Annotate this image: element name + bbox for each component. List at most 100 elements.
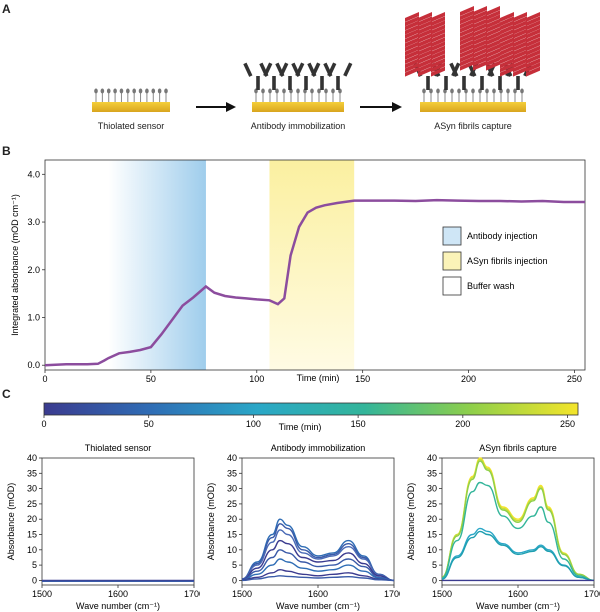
thiol-linker-icon [260, 88, 266, 103]
thiol-linker-icon [302, 88, 308, 103]
spectrum-chart-thiolated-sensor: Thiolated sensor 0 5 10 15 20 25 30 35 40 1500 1600… [6, 443, 200, 611]
thiol-linker-icon [449, 88, 455, 103]
chart-b-legend: Antibody injection ASyn fibrils injectio… [442, 226, 548, 296]
thiol-linker-icon [323, 88, 329, 103]
antibody-icon [259, 62, 289, 90]
thiol-linker-icon [484, 88, 490, 103]
thiol-linker-icon [435, 88, 441, 103]
spectrum-series-line [241, 518, 395, 582]
legend-label-antibody: Antibody injection [467, 231, 538, 241]
x-tick-label: 250 [567, 374, 582, 384]
spectrum-title: Antibody immobilization [271, 443, 366, 453]
antibody-icon [323, 62, 353, 90]
y-tick-label: 30 [427, 484, 437, 494]
y-tick-label: 35 [427, 468, 437, 478]
x-tick-label: 0 [42, 374, 47, 384]
spectrum-ylabel: Absorbance (mOD) [206, 483, 216, 561]
thiol-linker-icon [281, 88, 287, 103]
y-tick-label: 25 [27, 499, 37, 509]
panel-b-letter: B [2, 144, 11, 158]
thiol-linker-icon [337, 88, 343, 103]
y-tick-label: 2.0 [27, 265, 40, 275]
chart-b-xlabel: Time (min) [297, 373, 340, 383]
y-tick-label: 0 [32, 575, 37, 585]
y-tick-label: 10 [27, 545, 37, 555]
legend-swatch-antibody [442, 226, 462, 246]
y-tick-label: 15 [427, 530, 437, 540]
antibody-icon [275, 62, 305, 90]
thiol-linker-icon [93, 88, 99, 103]
x-tick-label: 1500 [432, 589, 452, 599]
thiol-linker-icon [442, 88, 448, 103]
colorbar-tick-label: 100 [246, 419, 261, 429]
integrated-absorbance-chart: 0 50 100 150 200 250 0.0 1.0 2.0 3.0 4.0 Integrate… [10, 159, 586, 384]
thiolated-sensor-illustration [92, 88, 170, 112]
y-tick-label: 30 [227, 484, 237, 494]
legend-label-asyn: ASyn fibrils injection [467, 256, 548, 266]
spectrum-series-line [441, 458, 595, 582]
spectrum-xlabel: Wave number (cm⁻¹) [276, 601, 360, 611]
arrow-1-icon [196, 102, 236, 112]
y-tick-label: 0.0 [27, 360, 40, 370]
y-tick-label: 20 [27, 514, 37, 524]
spectrum-ylabel: Absorbance (mOD) [406, 483, 416, 561]
panel-a-letter: A [2, 2, 11, 16]
thiol-linker-icon [505, 88, 511, 103]
thiol-linker-icon [330, 88, 336, 103]
thiol-linker-icon [309, 88, 315, 103]
thiol-linker-icon [421, 88, 427, 103]
spectrum-chart-antibody-immobilization: Antibody immobilization 0 5 10 15 20 25 30 35 40 1… [206, 443, 400, 611]
thiol-linker-icon [456, 88, 462, 103]
x-tick-label: 150 [355, 374, 370, 384]
colorbar-gradient [43, 402, 579, 416]
spectrum-ylabel: Absorbance (mOD) [6, 483, 16, 561]
thiol-linker-icon [163, 88, 169, 103]
y-tick-label: 40 [27, 453, 37, 463]
y-tick-label: 3.0 [27, 217, 40, 227]
x-tick-label: 100 [249, 374, 264, 384]
chart-b-frame [44, 159, 586, 371]
spectrum-frame [41, 457, 195, 586]
thiol-linker-icon [428, 88, 434, 103]
spectrum-series-line [241, 558, 395, 582]
x-tick-label: 1600 [108, 589, 128, 599]
thiol-linker-icon [470, 88, 476, 103]
x-tick-label: 1600 [308, 589, 328, 599]
thiol-linker-icon [274, 88, 280, 103]
y-tick-label: 15 [227, 530, 237, 540]
x-tick-label: 50 [146, 374, 156, 384]
spectrum-series-line [441, 460, 595, 582]
thiol-linker-icon [125, 88, 131, 103]
spectrum-chart-asyn-fibrils-capture: ASyn fibrils capture 0 5 10 15 20 25 30 35 40 1500… [406, 443, 600, 611]
thiol-linker-icon [144, 88, 150, 103]
y-tick-label: 0 [232, 575, 237, 585]
y-tick-label: 5 [32, 560, 37, 570]
panel-a-schematic [92, 6, 540, 112]
step-label-thiolated-sensor: Thiolated sensor [97, 121, 165, 131]
y-tick-label: 40 [227, 453, 237, 463]
y-tick-label: 25 [227, 499, 237, 509]
panel-c-letter: C [2, 387, 11, 401]
spectrum-series-line [241, 575, 395, 582]
spectrum-series-line [241, 523, 395, 582]
thiol-linker-icon [288, 88, 294, 103]
spectrum-title: ASyn fibrils capture [479, 443, 557, 453]
thiol-linker-icon [253, 88, 259, 103]
antibody-icon [307, 62, 337, 90]
colorbar-tick-label: 250 [560, 419, 575, 429]
antibody-injection-region [108, 160, 206, 370]
y-tick-label: 0 [432, 575, 437, 585]
colorbar-tick-label: 0 [41, 419, 46, 429]
colorbar-tick-label: 200 [455, 419, 470, 429]
antibody-icon [243, 62, 273, 90]
y-tick-label: 30 [27, 484, 37, 494]
step-label-antibody-immobilization: Antibody immobilization [250, 121, 346, 131]
thiol-linker-icon [106, 88, 112, 103]
legend-swatch-asyn [442, 251, 462, 271]
antibody-immobilization-illustration [243, 62, 353, 112]
arrow-2-icon [360, 102, 402, 112]
y-tick-label: 35 [27, 468, 37, 478]
colorbar-tick-label: 150 [351, 419, 366, 429]
x-tick-label: 200 [461, 374, 476, 384]
asyn-fibrils-capture-illustration [405, 6, 540, 112]
